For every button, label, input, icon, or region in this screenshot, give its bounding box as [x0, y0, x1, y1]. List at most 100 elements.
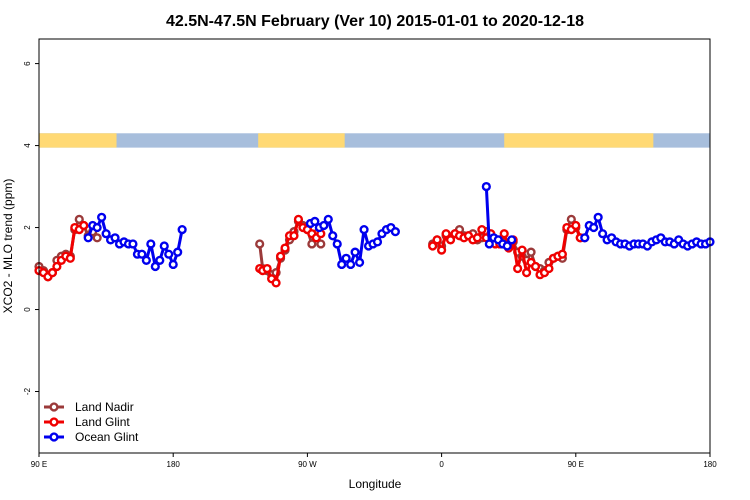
data-point	[293, 214, 304, 224]
data-point	[472, 233, 482, 243]
land-band	[504, 133, 654, 148]
legend-item-land-glint: Land Glint	[44, 415, 130, 429]
data-point	[437, 245, 447, 255]
x-axis: 90 E 180 90 W 0 90 E 180	[31, 453, 717, 469]
data-point	[359, 225, 369, 235]
data-point	[332, 239, 342, 249]
data-point	[177, 225, 187, 235]
chart-title: 42.5N-47.5N February (Ver 10) 2015-01-01…	[166, 13, 584, 30]
legend-label: Land Glint	[75, 415, 130, 429]
x-tick-label: 180	[167, 460, 181, 469]
data-point	[101, 229, 111, 239]
data-point	[79, 220, 89, 231]
data-point	[110, 233, 120, 243]
data-point	[441, 229, 451, 239]
data-point	[275, 251, 286, 261]
series-ocean-glint	[83, 181, 715, 272]
legend-item-ocean-glint: Ocean Glint	[44, 430, 139, 444]
data-point	[445, 235, 456, 245]
data-point	[159, 241, 169, 251]
data-point	[526, 247, 536, 257]
data-point	[310, 216, 320, 227]
data-point	[354, 257, 365, 267]
y-tick-label: 2	[23, 225, 32, 230]
data-point	[544, 263, 554, 274]
data-point	[173, 247, 183, 257]
y-tick-label: 6	[23, 61, 32, 66]
data-point	[92, 222, 102, 233]
data-point	[280, 243, 290, 253]
data-point	[507, 235, 517, 245]
legend-label: Ocean Glint	[75, 430, 139, 444]
x-tick-label: 90 E	[31, 460, 47, 469]
data-point	[566, 214, 576, 224]
legend-item-land-nadir: Land Nadir	[44, 400, 134, 414]
data-point	[168, 259, 178, 270]
x-tick-label: 90 E	[568, 460, 584, 469]
series-line-land-nadir	[37, 216, 99, 279]
y-tick-label: 4	[23, 143, 32, 148]
data-point	[164, 249, 174, 259]
y-tick-label: 0	[23, 307, 32, 312]
data-point	[65, 253, 75, 263]
data-point	[155, 255, 165, 265]
data-point	[589, 222, 599, 233]
legend-label: Land Nadir	[75, 400, 134, 414]
x-tick-label: 90 W	[298, 460, 317, 469]
data-point	[337, 259, 347, 270]
data-point	[428, 241, 438, 251]
y-axis: -2 0 2 4 6	[23, 61, 39, 395]
plot-frame	[38, 38, 711, 454]
land-ocean-strip	[39, 133, 710, 148]
data-point	[289, 231, 299, 241]
data-point	[521, 268, 532, 278]
data-point	[372, 237, 383, 247]
data-point	[502, 241, 512, 251]
data-point	[255, 239, 265, 249]
x-tick-label: 180	[703, 460, 717, 469]
data-point	[390, 227, 400, 237]
data-point	[323, 214, 333, 224]
data-point	[477, 225, 487, 235]
series-layer	[34, 181, 715, 288]
data-point	[517, 245, 527, 255]
land-band	[39, 133, 117, 148]
data-point	[557, 249, 567, 259]
data-point	[484, 239, 494, 249]
data-point	[92, 233, 102, 243]
data-point	[346, 259, 356, 270]
data-point	[499, 229, 509, 239]
data-point	[350, 247, 360, 257]
land-band	[258, 133, 345, 148]
data-point	[513, 263, 523, 274]
legend-marker	[49, 417, 59, 427]
data-point	[128, 239, 138, 249]
series-land-glint	[34, 214, 585, 288]
data-point	[74, 214, 84, 224]
data-point	[307, 239, 317, 249]
data-point	[150, 261, 160, 272]
data-point	[137, 249, 147, 259]
y-tick-label: -2	[23, 387, 32, 395]
y-axis-label: XCO2 - MLO trend (ppm)	[1, 179, 15, 314]
data-point	[341, 253, 351, 263]
data-point	[328, 231, 338, 241]
legend-marker	[49, 402, 59, 412]
data-point	[52, 261, 62, 272]
data-point	[271, 278, 281, 288]
data-point	[481, 181, 491, 192]
data-point	[593, 212, 603, 222]
data-point	[316, 239, 326, 249]
data-point	[83, 233, 93, 243]
data-point	[598, 229, 608, 239]
data-point	[47, 268, 58, 278]
data-point	[432, 235, 442, 245]
data-point	[530, 261, 541, 272]
data-point	[580, 233, 590, 243]
data-point	[319, 220, 329, 231]
data-point	[262, 263, 272, 274]
series-line-ocean-glint	[86, 212, 184, 271]
data-point	[97, 212, 107, 222]
